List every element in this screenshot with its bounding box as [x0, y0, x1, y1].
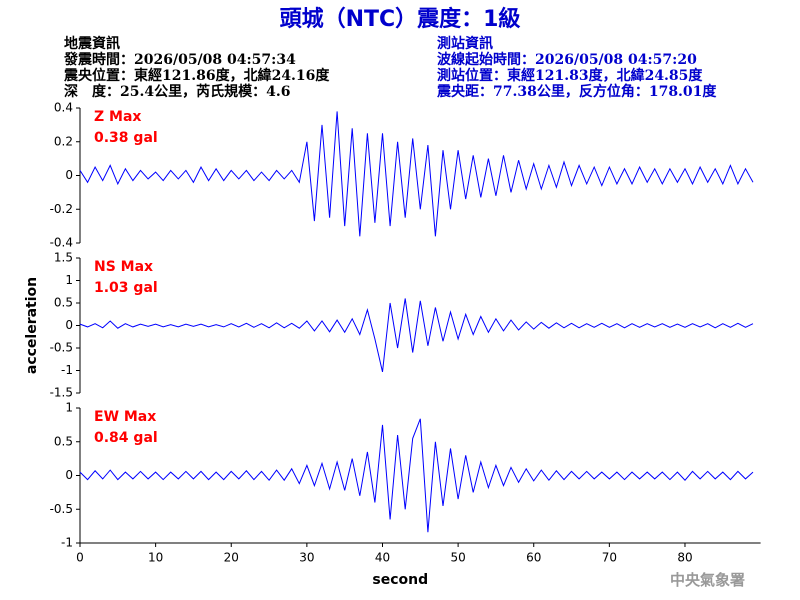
info-line: 測站位置：東經121.83度，北緯24.85度 [437, 67, 703, 84]
y-tick-label: 0.5 [54, 434, 73, 448]
y-axis-label: acceleration [24, 277, 40, 374]
info-line: 地震資訊 [64, 35, 120, 52]
info-line: 測站資訊 [437, 35, 493, 52]
info-line: 深 度：25.4公里，芮氏規模：4.6 [64, 83, 290, 100]
x-tick-label: 40 [375, 551, 390, 565]
y-tick-label: 1 [65, 401, 73, 415]
y-tick-label: -1 [61, 363, 73, 377]
y-tick-label: -0.5 [50, 502, 73, 516]
y-tick-label: 0.2 [54, 134, 73, 148]
waveform [79, 418, 754, 533]
info-line: 發震時間：2026/05/08 04:57:34 [63, 51, 296, 68]
x-tick-label: 30 [299, 551, 314, 565]
x-tick-label: 10 [148, 551, 163, 565]
component-label: NS Max [94, 259, 153, 275]
waveform [79, 298, 754, 373]
y-tick-label: 0 [65, 468, 73, 482]
max-value: 1.03 gal [94, 280, 158, 296]
y-tick-label: -1 [61, 536, 73, 550]
credit: 中央氣象署 [670, 571, 745, 589]
x-tick-label: 80 [677, 551, 692, 565]
info-line: 震央距：77.38公里，反方位角：178.01度 [436, 83, 717, 100]
y-tick-label: -0.5 [50, 341, 73, 355]
max-value: 0.84 gal [94, 430, 158, 446]
y-tick-label: -1.5 [50, 386, 73, 400]
title: 頭城（NTC）震度：1級 [280, 6, 521, 32]
x-tick-label: 0 [76, 551, 84, 565]
x-axis-label: second [372, 572, 428, 588]
x-tick-label: 70 [602, 551, 617, 565]
y-tick-label: 1.5 [54, 251, 73, 265]
x-tick-label: 60 [526, 551, 541, 565]
y-tick-label: 0.4 [54, 101, 73, 115]
max-value: 0.38 gal [94, 130, 158, 146]
component-label: EW Max [94, 409, 156, 425]
y-tick-label: 1 [65, 273, 73, 287]
y-tick-label: 0.5 [54, 296, 73, 310]
x-tick-label: 50 [450, 551, 465, 565]
waveform [79, 111, 754, 237]
info-line: 震央位置：東經121.86度，北緯24.16度 [63, 67, 330, 84]
info-line: 波線起始時間：2026/05/08 04:57:20 [437, 51, 697, 68]
x-tick-label: 20 [224, 551, 239, 565]
y-tick-label: 0 [65, 168, 73, 182]
y-tick-label: -0.4 [50, 236, 73, 250]
y-tick-label: -0.2 [50, 202, 73, 216]
y-tick-label: 0 [65, 318, 73, 332]
component-label: Z Max [94, 109, 141, 125]
